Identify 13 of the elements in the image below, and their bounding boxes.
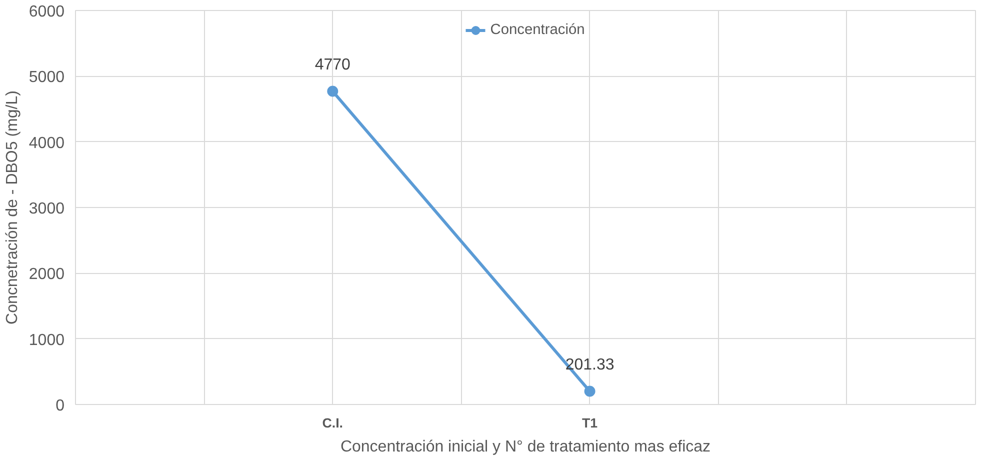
x-tick-label: T1 bbox=[582, 416, 598, 430]
y-tick-label: 5000 bbox=[28, 69, 65, 86]
y-tick-label: 6000 bbox=[28, 4, 65, 20]
x-axis-title: Concentración inicial y N° de tratamiento mas eficaz bbox=[340, 438, 711, 456]
y-tick-label: 2000 bbox=[28, 266, 65, 284]
data-label: 4770 bbox=[314, 56, 351, 74]
y-tick-label: 3000 bbox=[28, 200, 65, 218]
y-tick-label: 0 bbox=[56, 398, 65, 414]
y-tick-label: 4000 bbox=[28, 134, 65, 152]
y-axis-title: Concnetración de - DBO5 (mg/L) bbox=[4, 90, 21, 324]
y-tick-label: 1000 bbox=[28, 332, 65, 349]
legend-label: Concentración bbox=[490, 22, 585, 38]
x-tick-label: C.I. bbox=[322, 416, 344, 430]
